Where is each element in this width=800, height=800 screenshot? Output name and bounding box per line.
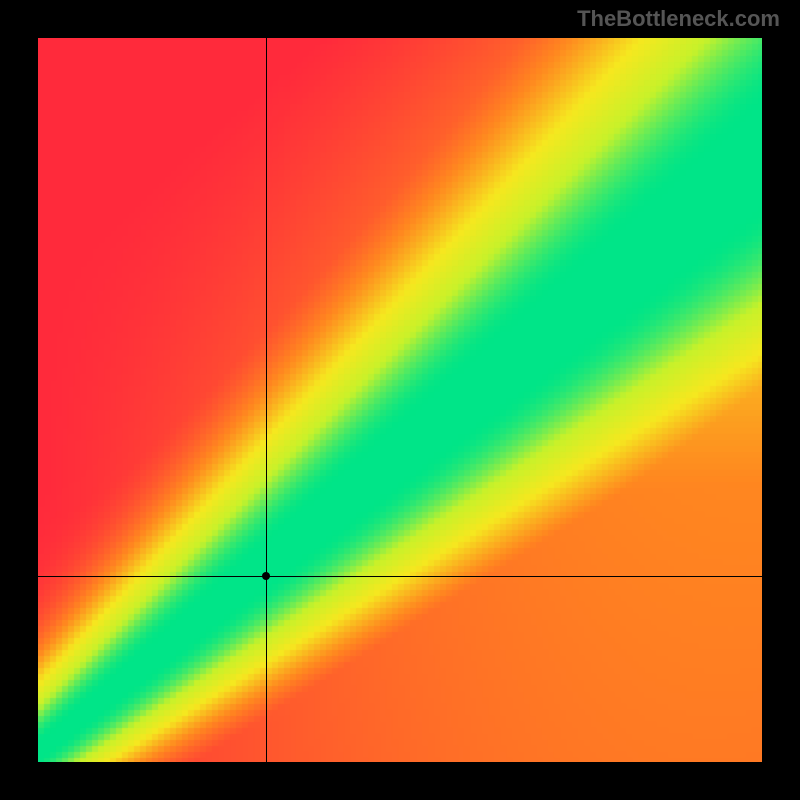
- watermark-text: TheBottleneck.com: [577, 6, 780, 32]
- chart-container: TheBottleneck.com: [0, 0, 800, 800]
- crosshair-marker: [262, 572, 270, 580]
- heatmap-canvas: [38, 38, 762, 762]
- plot-area: [38, 38, 762, 762]
- crosshair-vertical: [266, 38, 267, 762]
- crosshair-horizontal: [38, 576, 762, 577]
